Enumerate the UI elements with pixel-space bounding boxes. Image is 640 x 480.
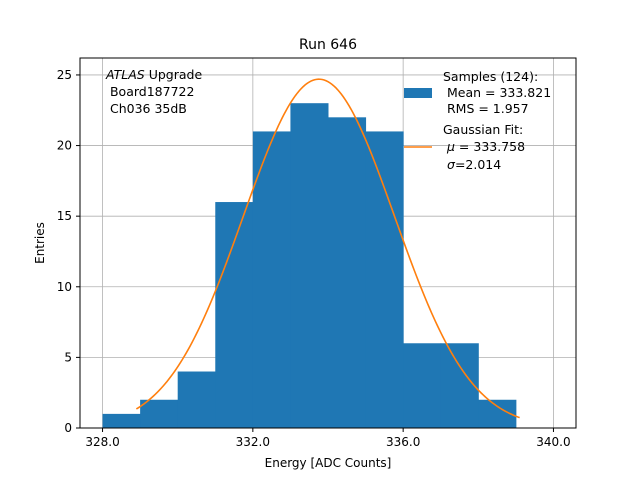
y-tick-label-2: 10 — [57, 280, 72, 294]
histogram-bars — [102, 103, 517, 428]
y-tick-label-0: 0 — [64, 421, 72, 435]
histogram-bar-1 — [140, 399, 179, 428]
histogram-bar-8 — [403, 343, 442, 428]
histogram-bar-6 — [328, 117, 367, 428]
legend-mu-value: = 333.758 — [455, 139, 525, 154]
histogram-bar-9 — [440, 343, 479, 428]
legend: Samples (124): Mean = 333.821 RMS = 1.95… — [404, 69, 551, 172]
annotation-line-1: ATLAS Upgrade — [105, 67, 202, 82]
y-axis-label: Entries — [33, 222, 47, 264]
annotation-atlas: ATLAS — [105, 67, 145, 82]
histogram-bar-3 — [215, 202, 254, 428]
legend-samples-line-1: Samples (124): — [443, 69, 538, 84]
legend-fit-line-1: Gaussian Fit: — [443, 122, 523, 137]
y-tick-label-3: 15 — [57, 209, 72, 223]
plot-frame — [79, 57, 577, 429]
histogram-bar-7 — [365, 131, 404, 428]
x-tick-label-1: 332.0 — [236, 435, 270, 449]
x-axis-ticks: 328.0 332.0 336.0 340.0 — [85, 428, 571, 449]
y-tick-label-5: 25 — [57, 68, 72, 82]
legend-samples-line-3: RMS = 1.957 — [443, 101, 529, 116]
chart-title: Run 646 — [299, 37, 357, 53]
annotation-line-3: Ch036 35dB — [106, 101, 187, 116]
legend-mu-symbol: μ — [446, 139, 455, 154]
legend-sigma-symbol: σ — [447, 157, 456, 172]
histogram-bar-4 — [252, 131, 291, 428]
legend-samples-swatch — [404, 88, 432, 98]
y-axis-ticks: 0 5 10 15 20 25 — [57, 68, 80, 435]
annotation-upgrade: Upgrade — [145, 67, 203, 82]
legend-sigma-value: =2.014 — [455, 157, 501, 172]
histogram-bar-0 — [102, 413, 141, 428]
x-tick-label-0: 328.0 — [85, 435, 119, 449]
annotation-line-2: Board187722 — [106, 84, 194, 99]
legend-fit-line-2: μ = 333.758 — [446, 139, 525, 154]
x-tick-label-3: 340.0 — [536, 435, 570, 449]
annotation-box: ATLAS Upgrade Board187722 Ch036 35dB — [105, 67, 202, 116]
legend-samples-line-2: Mean = 333.821 — [443, 85, 551, 100]
x-axis-label: Energy [ADC Counts] — [265, 456, 392, 470]
y-tick-label-1: 5 — [64, 350, 72, 364]
histogram-bar-2 — [177, 371, 216, 428]
x-tick-label-2: 336.0 — [386, 435, 420, 449]
histogram-bar-5 — [290, 103, 329, 428]
legend-fit-line-3: σ=2.014 — [447, 157, 501, 172]
gaussian-fit-curve — [135, 78, 520, 419]
y-tick-label-4: 20 — [57, 139, 72, 153]
